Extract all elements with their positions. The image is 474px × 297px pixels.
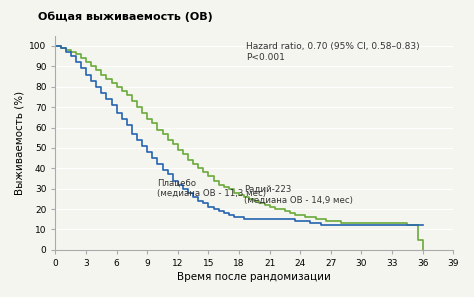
- X-axis label: Время после рандомизации: Время после рандомизации: [177, 272, 331, 282]
- Text: Общая выживаемость (ОВ): Общая выживаемость (ОВ): [38, 12, 213, 22]
- Y-axis label: Выживаемость (%): Выживаемость (%): [15, 91, 25, 195]
- Text: Hazard ratio, 0.70 (95% CI, 0.58–0.83)
P<0.001: Hazard ratio, 0.70 (95% CI, 0.58–0.83) P…: [246, 42, 420, 61]
- Text: Плацебо
(медиана ОВ - 11,3 мес): Плацебо (медиана ОВ - 11,3 мес): [157, 179, 266, 198]
- Text: Радий-223
(медиана ОВ - 14,9 мес): Радий-223 (медиана ОВ - 14,9 мес): [244, 185, 353, 204]
